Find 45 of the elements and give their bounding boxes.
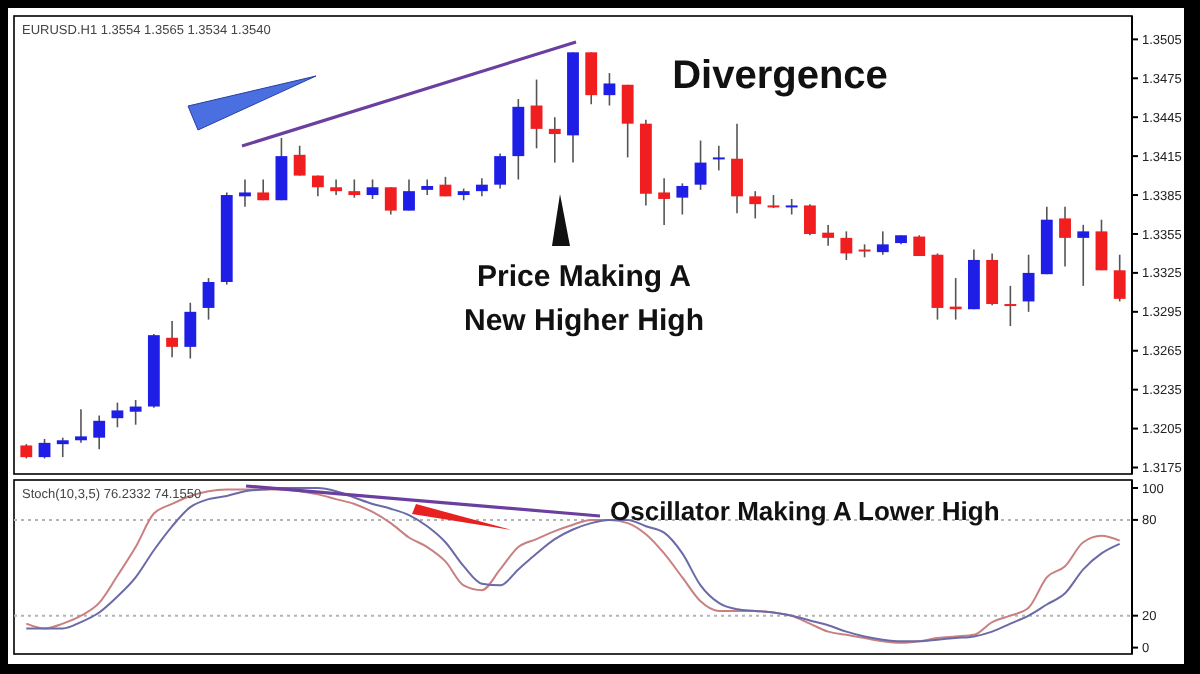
candlestick	[603, 72, 616, 107]
candlestick	[384, 186, 397, 216]
candlestick	[275, 137, 288, 202]
candlestick	[239, 178, 251, 208]
candlestick	[840, 230, 853, 261]
candlestick	[202, 277, 215, 321]
candlestick	[585, 51, 598, 106]
candlestick	[330, 178, 343, 196]
candlestick	[876, 230, 889, 256]
annotation: Oscillator Making A Lower High	[610, 496, 1000, 526]
candlestick	[38, 438, 51, 460]
candlestick	[803, 203, 816, 237]
candlestick	[749, 190, 762, 220]
candlestick	[56, 436, 69, 458]
candlestick	[548, 116, 561, 164]
candlestick	[1022, 253, 1035, 313]
candlestick	[1113, 253, 1126, 303]
candlestick	[93, 414, 106, 451]
candlestick	[475, 177, 488, 198]
candlestick	[694, 139, 707, 191]
candlestick	[348, 178, 361, 199]
candlestick	[293, 144, 306, 177]
candlestick	[986, 252, 999, 307]
candlestick	[1077, 224, 1090, 287]
annotation: Price Making A New Higher High	[463, 260, 705, 338]
candlestick	[421, 178, 434, 196]
candlestick	[366, 178, 379, 200]
candlestick	[403, 178, 415, 212]
candlestick	[621, 83, 634, 159]
candlestick	[822, 224, 835, 247]
candlestick	[75, 408, 87, 444]
candlestick	[731, 122, 743, 215]
candlestick	[530, 78, 543, 150]
candlestick	[676, 182, 689, 216]
annotation: Divergence	[672, 54, 888, 98]
candlestick	[129, 399, 142, 426]
candlestick	[712, 144, 725, 172]
candlestick	[1059, 205, 1071, 268]
candlestick	[184, 301, 197, 360]
candlestick	[494, 152, 507, 190]
candlestick	[1004, 285, 1017, 327]
candlestick	[658, 177, 671, 226]
candlestick	[166, 320, 179, 359]
candlestick	[1095, 218, 1108, 272]
candlestick	[111, 401, 124, 429]
